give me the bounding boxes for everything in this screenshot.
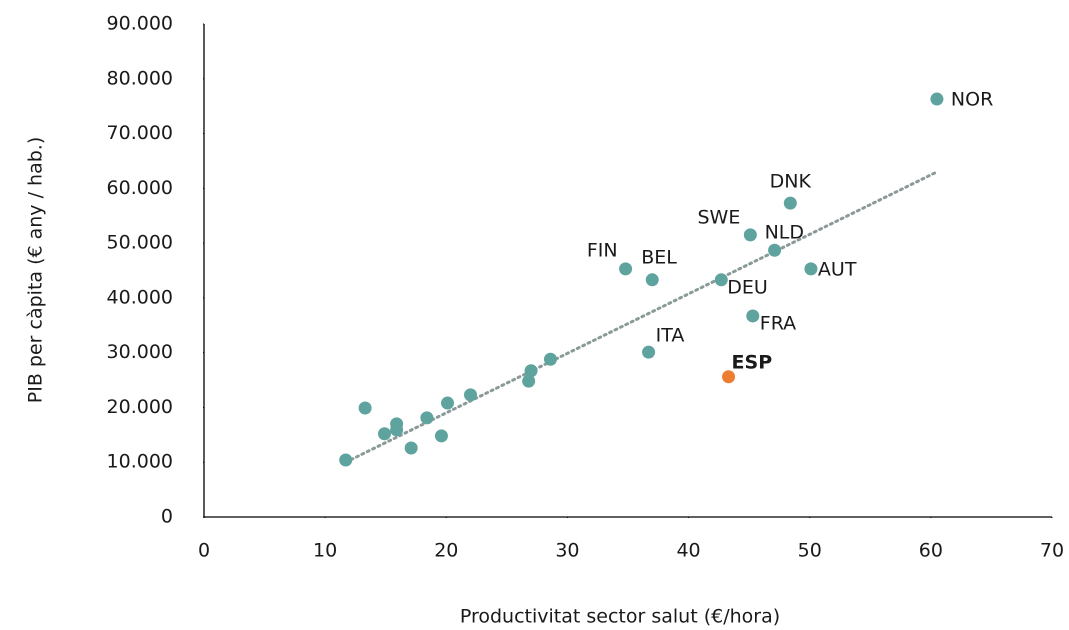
point [434, 429, 448, 443]
x-tick-label: 30 [555, 540, 579, 562]
y-tick-label: 20.000 [107, 396, 173, 418]
point [522, 374, 536, 388]
point [768, 243, 782, 257]
point-label: DNK [770, 171, 812, 193]
y-axis-title: PIB per càpita (€ any / hab.) [25, 137, 47, 403]
x-axis-title: Productivitat sector salut (€/hora) [460, 606, 780, 628]
point [645, 273, 659, 287]
point [420, 411, 434, 425]
point [543, 352, 557, 366]
point [524, 364, 538, 378]
point-label: DEU [727, 276, 768, 298]
point-label: ITA [656, 325, 685, 347]
y-tick-label: 80.000 [107, 67, 173, 89]
point [642, 345, 656, 359]
point-label: FRA [760, 312, 796, 334]
point-label: BEL [641, 246, 677, 268]
x-tick-label: 50 [798, 540, 822, 562]
x-tick-label: 20 [434, 540, 458, 562]
point [930, 92, 944, 106]
point-label: ESP [732, 351, 773, 373]
point [722, 370, 736, 384]
point-label: NLD [765, 222, 804, 244]
point [378, 427, 392, 441]
x-tick-label: 0 [198, 540, 210, 562]
x-tick-label: 40 [676, 540, 700, 562]
x-tick-label: 10 [313, 540, 337, 562]
point-label: FIN [587, 239, 618, 261]
y-tick-label: 30.000 [107, 341, 173, 363]
point [783, 196, 797, 210]
trendline [344, 170, 939, 464]
point [440, 396, 454, 410]
point-label: SWE [697, 206, 740, 228]
point [619, 262, 633, 276]
point [390, 423, 404, 437]
point-label: AUT [818, 258, 857, 280]
point [404, 441, 418, 455]
x-tick-label: 70 [1040, 540, 1064, 562]
point [743, 228, 757, 242]
y-tick-label: 10.000 [107, 451, 173, 473]
point [464, 388, 478, 402]
y-tick-label: 40.000 [107, 286, 173, 308]
y-tick-label: 50.000 [107, 232, 173, 254]
y-tick-label: 70.000 [107, 122, 173, 144]
x-tick-label: 60 [919, 540, 943, 562]
point [358, 401, 372, 415]
y-tick-label: 0 [161, 506, 173, 528]
y-tick-label: 60.000 [107, 177, 173, 199]
point-label: NOR [951, 89, 993, 111]
y-tick-label: 90.000 [107, 13, 173, 35]
point [804, 262, 818, 276]
point [714, 273, 728, 287]
point [746, 309, 760, 323]
point [339, 453, 353, 467]
